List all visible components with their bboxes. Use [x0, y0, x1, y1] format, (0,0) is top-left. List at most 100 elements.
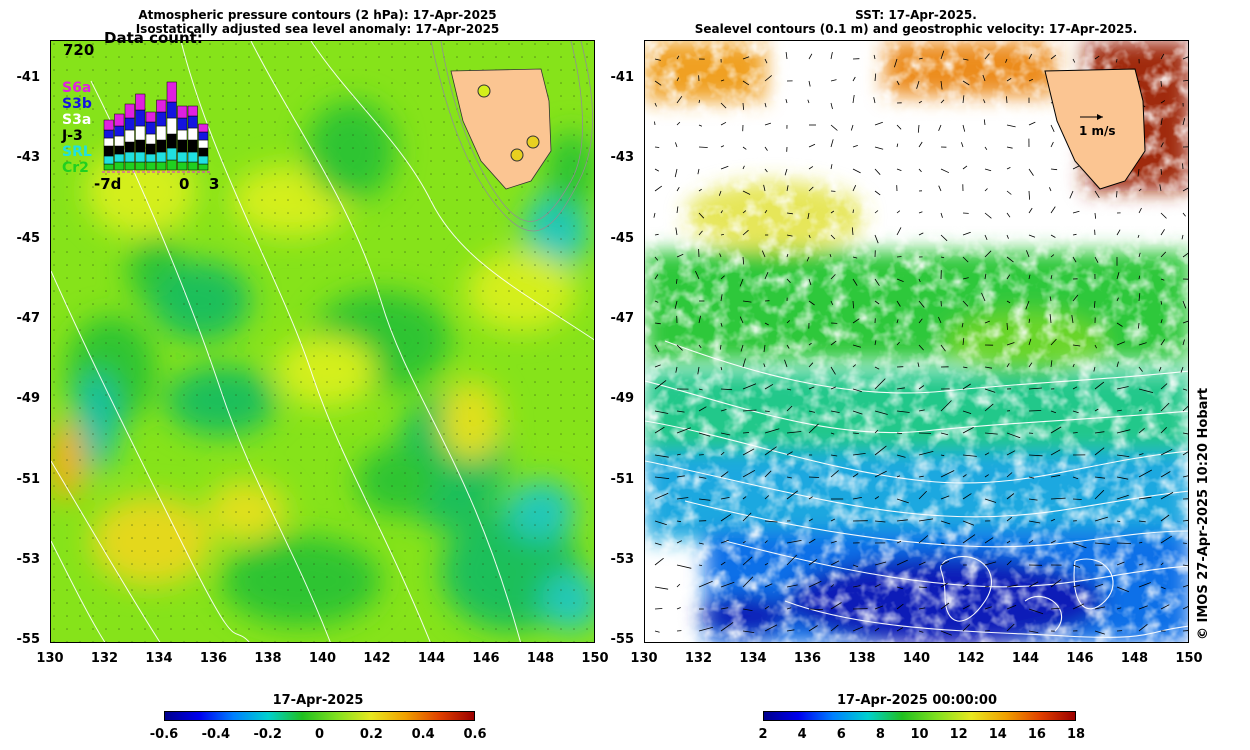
velocity-arrow: [1094, 256, 1099, 263]
velocity-arrow: [1182, 564, 1188, 567]
velocity-arrow: [742, 146, 747, 150]
velocity-arrow: [1028, 630, 1039, 633]
velocity-arrow: [984, 250, 992, 258]
velocity-arrow: [742, 300, 752, 303]
velocity-arrow: [698, 388, 703, 391]
velocity-arrow: [1050, 206, 1056, 214]
velocity-arrow: [984, 234, 988, 241]
velocity-arrow: [720, 622, 734, 632]
velocity-arrow: [1072, 363, 1075, 368]
velocity-arrow: [1006, 190, 1012, 195]
legend-tick-end: 3: [209, 175, 220, 193]
velocity-arrow: [786, 540, 802, 544]
velocity-arrow: [1072, 58, 1076, 63]
histogram-bar: [187, 127, 198, 141]
histogram-bar: [114, 153, 125, 163]
velocity-arrow: [852, 300, 854, 309]
velocity-arrow: [720, 275, 725, 280]
velocity-arrow: [1006, 540, 1011, 544]
velocity-arrow: [874, 410, 888, 415]
histogram-bar: [198, 123, 209, 133]
y-tick-label: -55: [16, 632, 41, 648]
velocity-arrow: [720, 539, 729, 544]
velocity-arrow: [874, 445, 887, 456]
velocity-arrow: [764, 540, 768, 544]
velocity-arrow: [764, 75, 772, 82]
velocity-arrow: [808, 558, 818, 566]
sla-map[interactable]: [50, 40, 595, 643]
histogram-bar: [135, 109, 146, 127]
velocity-arrow: [676, 344, 683, 351]
histogram-bar: [103, 163, 114, 171]
velocity-arrow: [1049, 314, 1052, 324]
velocity-arrow: [1182, 388, 1188, 391]
velocity-arrow: [938, 185, 942, 192]
velocity-arrow: [697, 168, 700, 175]
x-tick-label: 144: [1011, 651, 1040, 666]
velocity-arrow: [896, 210, 901, 214]
velocity-arrow: [786, 278, 791, 283]
legend-item-cr2: Cr2: [62, 160, 89, 176]
velocity-arrow: [764, 209, 768, 214]
velocity-arrow: [984, 146, 988, 151]
velocity-arrow: [1050, 607, 1061, 610]
velocity-arrow: [1050, 474, 1061, 478]
velocity-arrow: [739, 278, 744, 287]
velocity-arrow: [742, 540, 746, 544]
velocity-arrow: [981, 292, 986, 302]
velocity-arrow: [874, 378, 886, 390]
velocity-arrow: [742, 576, 754, 588]
velocity-arrow: [1116, 542, 1132, 544]
velocity-arrow: [1116, 476, 1129, 480]
velocity-arrow: [940, 560, 950, 566]
velocity-arrow: [1050, 234, 1056, 238]
velocity-arrow: [808, 342, 812, 346]
x-tick-label: 140: [308, 651, 337, 666]
velocity-arrow: [1182, 432, 1188, 435]
velocity-arrow: [1028, 608, 1044, 615]
velocity-arrow: [1138, 496, 1152, 500]
velocity-arrow: [654, 58, 661, 61]
velocity-arrow: [654, 256, 659, 261]
velocity-arrow: [852, 388, 862, 392]
velocity-arrow: [764, 495, 770, 500]
histogram-bar: [114, 125, 125, 137]
x-tick-label: 142: [363, 651, 391, 666]
sst-map[interactable]: [644, 40, 1189, 643]
velocity-arrow: [1094, 630, 1105, 635]
velocity-arrow: [918, 168, 922, 173]
velocity-arrow: [1160, 118, 1163, 126]
velocity-arrow: [896, 278, 904, 282]
velocity-arrow: [1116, 454, 1130, 457]
histogram-bar: [114, 145, 125, 155]
velocity-arrow: [874, 496, 880, 500]
velocity-arrow: [962, 454, 977, 457]
velocity-arrow: [1182, 405, 1188, 412]
velocity-arrow: [1160, 319, 1163, 324]
velocity-arrow: [918, 318, 923, 324]
velocity-arrow: [1182, 300, 1187, 309]
velocity-arrow: [742, 409, 757, 412]
velocity-arrow: [918, 232, 924, 236]
velocity-arrow: [676, 253, 684, 258]
histogram-bar: [135, 125, 146, 141]
velocity-arrow: [720, 294, 723, 302]
velocity-arrow: [962, 624, 971, 632]
velocity-arrow: [1026, 250, 1030, 258]
velocity-arrow: [1160, 278, 1165, 281]
velocity-arrow: [1072, 256, 1077, 263]
velocity-arrow: [1182, 187, 1188, 192]
velocity-arrow: [654, 322, 661, 325]
x-tick-label: 150: [1175, 651, 1203, 666]
velocity-arrow: [1160, 427, 1167, 434]
velocity-arrow: [1006, 432, 1021, 439]
velocity-arrow: [1160, 604, 1170, 610]
right-title-line1: SST: 17-Apr-2025.: [855, 8, 977, 22]
velocity-arrow: [940, 99, 945, 104]
velocity-arrow: [1181, 234, 1184, 240]
velocity-arrow: [742, 432, 750, 434]
velocity-arrow: [676, 186, 680, 192]
velocity-arrow: [675, 366, 678, 373]
velocity-arrow: [1182, 163, 1184, 170]
velocity-arrow: [742, 256, 745, 265]
